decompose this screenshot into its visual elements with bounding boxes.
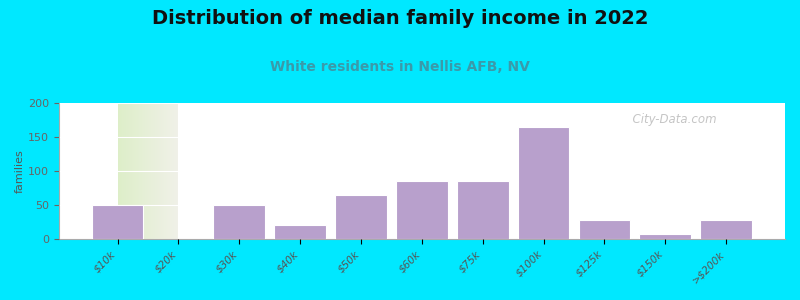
Bar <box>639 234 691 239</box>
Bar <box>214 205 265 239</box>
Bar <box>700 220 752 239</box>
Bar <box>274 225 326 239</box>
Bar <box>396 181 448 239</box>
Bar <box>578 220 630 239</box>
Bar <box>335 195 387 239</box>
Y-axis label: families: families <box>15 149 25 193</box>
Text: White residents in Nellis AFB, NV: White residents in Nellis AFB, NV <box>270 60 530 74</box>
Bar <box>518 127 570 239</box>
Bar <box>92 205 143 239</box>
Text: Distribution of median family income in 2022: Distribution of median family income in … <box>152 9 648 28</box>
Bar <box>457 181 509 239</box>
Text: City-Data.com: City-Data.com <box>625 112 717 125</box>
